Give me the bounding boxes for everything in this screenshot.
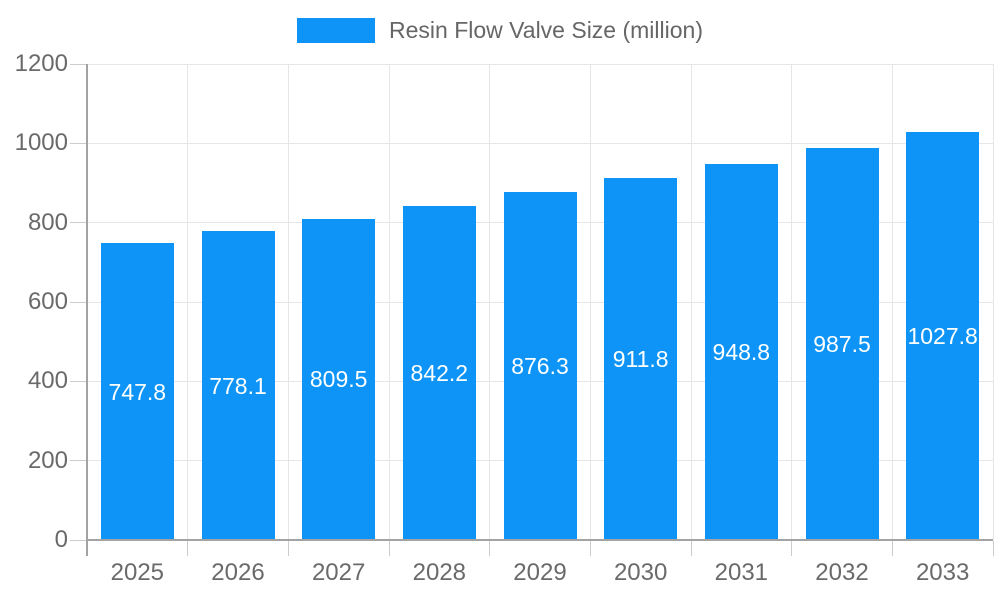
gridline-horizontal — [87, 63, 993, 65]
gridline-vertical — [287, 64, 289, 540]
y-axis-tick — [70, 539, 87, 541]
x-axis-tick-label: 2027 — [311, 559, 366, 586]
legend-label: Resin Flow Valve Size (million) — [389, 17, 703, 43]
bar — [100, 243, 174, 540]
y-axis-tick — [70, 222, 87, 224]
x-axis-tick — [992, 541, 994, 556]
bar-value-label: 747.8 — [108, 378, 167, 405]
x-axis-tick-label: 2032 — [815, 559, 869, 586]
bar-value-label: 876.3 — [511, 353, 569, 380]
x-axis-tick — [589, 541, 591, 556]
gridline-vertical — [992, 64, 994, 540]
legend-item[interactable]: Resin Flow Valve Size (million) — [297, 17, 703, 43]
x-axis-tick — [187, 541, 189, 556]
x-axis-tick — [791, 541, 793, 556]
bar-value-label: 911.8 — [612, 346, 669, 373]
bar — [302, 218, 376, 540]
y-axis-tick — [70, 142, 87, 144]
bar-value-label: 842.2 — [410, 359, 469, 386]
bar-value-label: 948.8 — [712, 338, 771, 365]
y-axis-tick-label: 600 — [27, 288, 68, 315]
bar — [906, 132, 980, 540]
bar — [201, 231, 275, 540]
x-axis-line — [87, 539, 993, 541]
y-axis-tick-label: 1200 — [14, 50, 68, 77]
bar-value-label: 778.1 — [209, 372, 267, 399]
gridline-vertical — [791, 64, 793, 540]
bar — [805, 148, 879, 540]
legend-swatch — [297, 17, 375, 43]
y-axis-tick-label: 400 — [27, 367, 68, 395]
x-axis-tick — [489, 541, 491, 556]
gridline-vertical — [187, 64, 189, 540]
y-axis-tick — [70, 380, 87, 382]
x-axis-tick-label: 2025 — [110, 559, 165, 586]
x-axis-tick-label: 2029 — [513, 559, 567, 586]
legend: Resin Flow Valve Size (million) — [0, 17, 1000, 43]
x-axis-tick-label: 2028 — [412, 559, 467, 586]
gridline-horizontal — [87, 142, 993, 144]
bar-value-label: 1027.8 — [907, 323, 978, 350]
y-axis-tick — [70, 301, 87, 303]
y-axis-tick — [70, 460, 87, 462]
gridline-vertical — [388, 64, 390, 540]
x-axis-tick-label: 2026 — [211, 559, 265, 586]
y-axis-line — [85, 64, 88, 556]
bar — [402, 205, 476, 540]
y-axis-tick — [70, 63, 87, 65]
bar — [704, 163, 778, 540]
y-axis-tick-label: 0 — [54, 526, 68, 553]
gridline-vertical — [690, 64, 692, 540]
bar — [604, 178, 678, 540]
gridline-vertical — [589, 64, 591, 540]
x-axis-tick — [388, 541, 390, 556]
x-axis-tick-label: 2031 — [714, 559, 769, 586]
y-axis-tick-label: 800 — [27, 208, 68, 236]
y-axis-tick-label: 200 — [27, 446, 68, 474]
y-axis-tick-label: 1000 — [14, 129, 68, 157]
x-axis-tick — [690, 541, 692, 556]
x-axis-tick — [287, 541, 289, 556]
bar-value-label: 809.5 — [309, 366, 368, 393]
x-axis-tick — [891, 541, 893, 556]
gridline-vertical — [891, 64, 893, 540]
x-axis-tick-label: 2033 — [915, 559, 970, 586]
gridline-vertical — [489, 64, 491, 540]
bar — [503, 192, 577, 540]
bar-value-label: 987.5 — [813, 331, 871, 358]
x-axis-tick-label: 2030 — [613, 559, 668, 586]
